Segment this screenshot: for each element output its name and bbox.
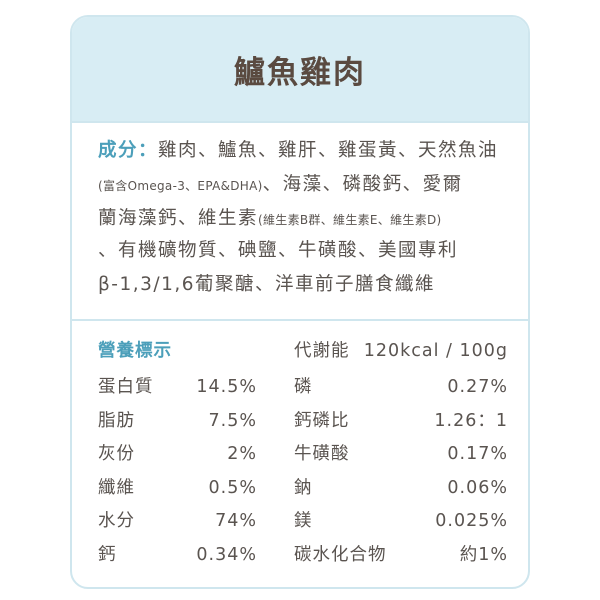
ingredient-note: (富含Omega-3、EPA&DHA) <box>98 179 263 193</box>
nutrient-value: 0.27% <box>447 377 508 397</box>
nutrient-value: 0.34% <box>196 544 257 565</box>
nutrient-value: 約1% <box>459 544 508 565</box>
energy-value: 120kcal / 100g <box>363 341 508 361</box>
ingredients-label: 成分： <box>98 140 159 161</box>
nutrient-name: 脂肪 <box>98 410 135 431</box>
nutrient-name: 鈣 <box>98 544 117 565</box>
ingredient-line: 蘭海藻鈣、維生素(維生素B群、維生素E、維生素D) <box>98 207 442 232</box>
nutrient-value: 7.5% <box>208 410 257 431</box>
nutrient-value: 0.025% <box>435 511 508 531</box>
nutrient-name: 鈉 <box>294 477 313 498</box>
nutrient-name: 水分 <box>98 511 135 531</box>
nutrient-value: 0.06% <box>447 477 508 498</box>
ingredient-text: 雞肉、鱸魚、雞肝、雞蛋黃、天然魚油 <box>158 140 499 161</box>
nutrient-value: 0.17% <box>447 444 508 464</box>
nutrient-value: 0.5% <box>208 477 257 498</box>
energy-label: 代謝能 <box>294 341 350 361</box>
ingredient-line: β-1,3/1,6葡聚醣、洋車前子膳食纖維 <box>98 273 435 297</box>
ingredient-line: 成分：雞肉、鱸魚、雞肝、雞蛋黃、天然魚油 <box>98 139 498 163</box>
ingredient-text: 、海藻、磷酸鈣、愛爾 <box>262 174 463 195</box>
nutrient-value: 1.26：1 <box>434 410 508 431</box>
ingredient-note: (維生素B群、維生素E、維生素D) <box>258 213 442 227</box>
nutrient-name: 纖維 <box>98 477 135 498</box>
ingredient-line: (富含Omega-3、EPA&DHA)、海藻、磷酸鈣、愛爾 <box>98 173 463 198</box>
ingredient-line: 、有機礦物質、碘鹽、牛磺酸、美國專利 <box>98 239 458 263</box>
nutrient-name: 灰份 <box>98 444 135 464</box>
nutrient-value: 74% <box>215 511 257 531</box>
ingredient-text: 蘭海藻鈣、維生素 <box>98 208 259 229</box>
header: 鱸魚雞肉 <box>72 17 528 123</box>
nutrient-name: 鎂 <box>294 511 313 531</box>
divider <box>72 319 528 321</box>
nutrition-title: 營養標示 <box>98 341 172 361</box>
nutrient-value: 14.5% <box>196 377 257 397</box>
nutrient-name: 牛磺酸 <box>294 444 350 464</box>
label-card: 鱸魚雞肉 成分：雞肉、鱸魚、雞肝、雞蛋黃、天然魚油 (富含Omega-3、EPA… <box>70 15 530 589</box>
ingredient-text: 、有機礦物質、碘鹽、牛磺酸、美國專利 <box>98 240 459 261</box>
nutrient-name: 鈣磷比 <box>294 410 350 431</box>
nutrient-name: 磷 <box>294 377 313 397</box>
title: 鱸魚雞肉 <box>234 55 366 91</box>
nutrient-name: 碳水化合物 <box>294 544 387 565</box>
nutrient-name: 蛋白質 <box>98 377 154 397</box>
nutrient-value: 2% <box>227 444 257 464</box>
ingredient-text: β-1,3/1,6葡聚醣、洋車前子膳食纖維 <box>98 274 436 295</box>
